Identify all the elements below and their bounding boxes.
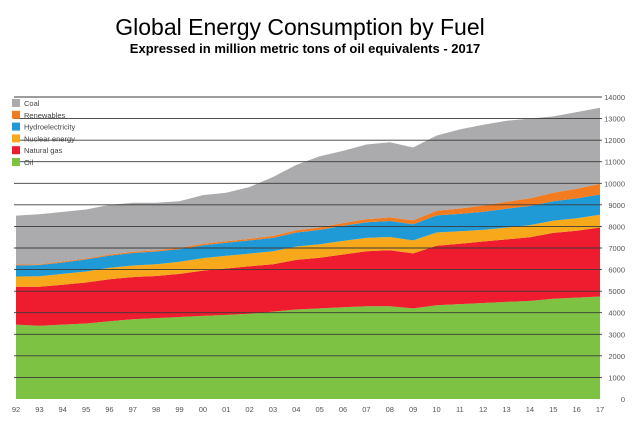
x-tick-label: 04 bbox=[292, 405, 300, 414]
y-tick-label: 6000 bbox=[608, 266, 625, 275]
x-tick-label: 17 bbox=[596, 405, 604, 414]
y-tick-label: 2000 bbox=[608, 352, 625, 361]
x-tick-label: 93 bbox=[35, 405, 43, 414]
y-tick-label: 5000 bbox=[608, 287, 625, 296]
x-tick-label: 94 bbox=[59, 405, 67, 414]
plot-areas bbox=[16, 107, 600, 399]
legend-label-coal: Coal bbox=[24, 99, 40, 108]
y-tick-label: 0 bbox=[621, 395, 625, 404]
y-tick-label: 8000 bbox=[608, 222, 625, 231]
y-tick-label: 9000 bbox=[608, 201, 625, 210]
x-tick-label: 16 bbox=[572, 405, 580, 414]
legend-label-hydroelectricity: Hydroelectricity bbox=[24, 123, 76, 132]
y-tick-label: 14000 bbox=[604, 93, 625, 102]
y-tick-label: 3000 bbox=[608, 330, 625, 339]
legend-swatch-nuclear-energy bbox=[12, 134, 20, 143]
y-tick-label: 11000 bbox=[605, 158, 625, 167]
x-tick-label: 13 bbox=[502, 405, 510, 414]
legend-label-oil: Oil bbox=[24, 158, 34, 167]
x-tick-label: 15 bbox=[549, 405, 557, 414]
series-area-nuclear-energy bbox=[16, 214, 600, 287]
legend-label-natural-gas: Natural gas bbox=[24, 146, 63, 155]
series-area-hydroelectricity bbox=[16, 194, 600, 277]
series-area-oil bbox=[16, 296, 600, 399]
x-tick-label: 96 bbox=[105, 405, 113, 414]
series-area-natural-gas bbox=[16, 227, 600, 326]
legend-swatch-renewables bbox=[12, 110, 20, 119]
x-axis-ticks: 92 93 94 95 96 97 98 99 00 01 02 03 04 05 06 07 08 09 10 11… bbox=[12, 405, 604, 414]
x-tick-label: 00 bbox=[199, 405, 207, 414]
x-tick-label: 01 bbox=[222, 405, 230, 414]
x-tick-label: 08 bbox=[386, 405, 394, 414]
x-tick-label: 97 bbox=[129, 405, 137, 414]
legend: Coal Renewables Hydroelectricity Nuclear en… bbox=[12, 99, 76, 167]
x-tick-label: 03 bbox=[269, 405, 277, 414]
gridlines bbox=[14, 96, 602, 378]
legend-label-renewables: Renewables bbox=[24, 111, 66, 120]
y-axis-ticks: 0 1000 2000 3000 4000 5000 6000 7000 8000 9000 100… bbox=[604, 93, 625, 404]
chart-subtitle: Expressed in million metric tons of oil … bbox=[129, 41, 481, 56]
x-tick-label: 05 bbox=[316, 405, 324, 414]
x-tick-label: 09 bbox=[409, 405, 417, 414]
y-tick-label: 12000 bbox=[604, 136, 625, 145]
y-tick-label: 10000 bbox=[604, 179, 625, 188]
x-tick-label: 92 bbox=[12, 405, 20, 414]
legend-swatch-coal bbox=[12, 99, 20, 107]
x-tick-label: 14 bbox=[526, 405, 534, 414]
series-area-coal bbox=[16, 107, 600, 265]
legend-swatch-oil bbox=[12, 158, 20, 166]
x-tick-label: 06 bbox=[339, 405, 347, 414]
x-tick-label: 12 bbox=[479, 405, 487, 414]
x-tick-label: 11 bbox=[456, 405, 464, 414]
x-tick-label: 98 bbox=[152, 405, 160, 414]
x-tick-label: 10 bbox=[432, 405, 440, 414]
x-tick-label: 95 bbox=[82, 405, 90, 414]
x-tick-label: 99 bbox=[175, 405, 183, 414]
legend-label-nuclear-energy: Nuclear energy bbox=[24, 134, 75, 143]
legend-swatch-natural-gas bbox=[12, 146, 20, 155]
x-tick-label: 02 bbox=[245, 405, 253, 414]
y-tick-label: 4000 bbox=[608, 309, 625, 318]
legend-swatch-hydroelectricity bbox=[12, 122, 20, 131]
y-tick-label: 13000 bbox=[604, 115, 625, 124]
y-tick-label: 1000 bbox=[608, 373, 625, 382]
chart-title: Global Energy Consumption by Fuel bbox=[115, 14, 485, 40]
y-tick-label: 7000 bbox=[608, 244, 625, 253]
x-tick-label: 07 bbox=[362, 405, 370, 414]
